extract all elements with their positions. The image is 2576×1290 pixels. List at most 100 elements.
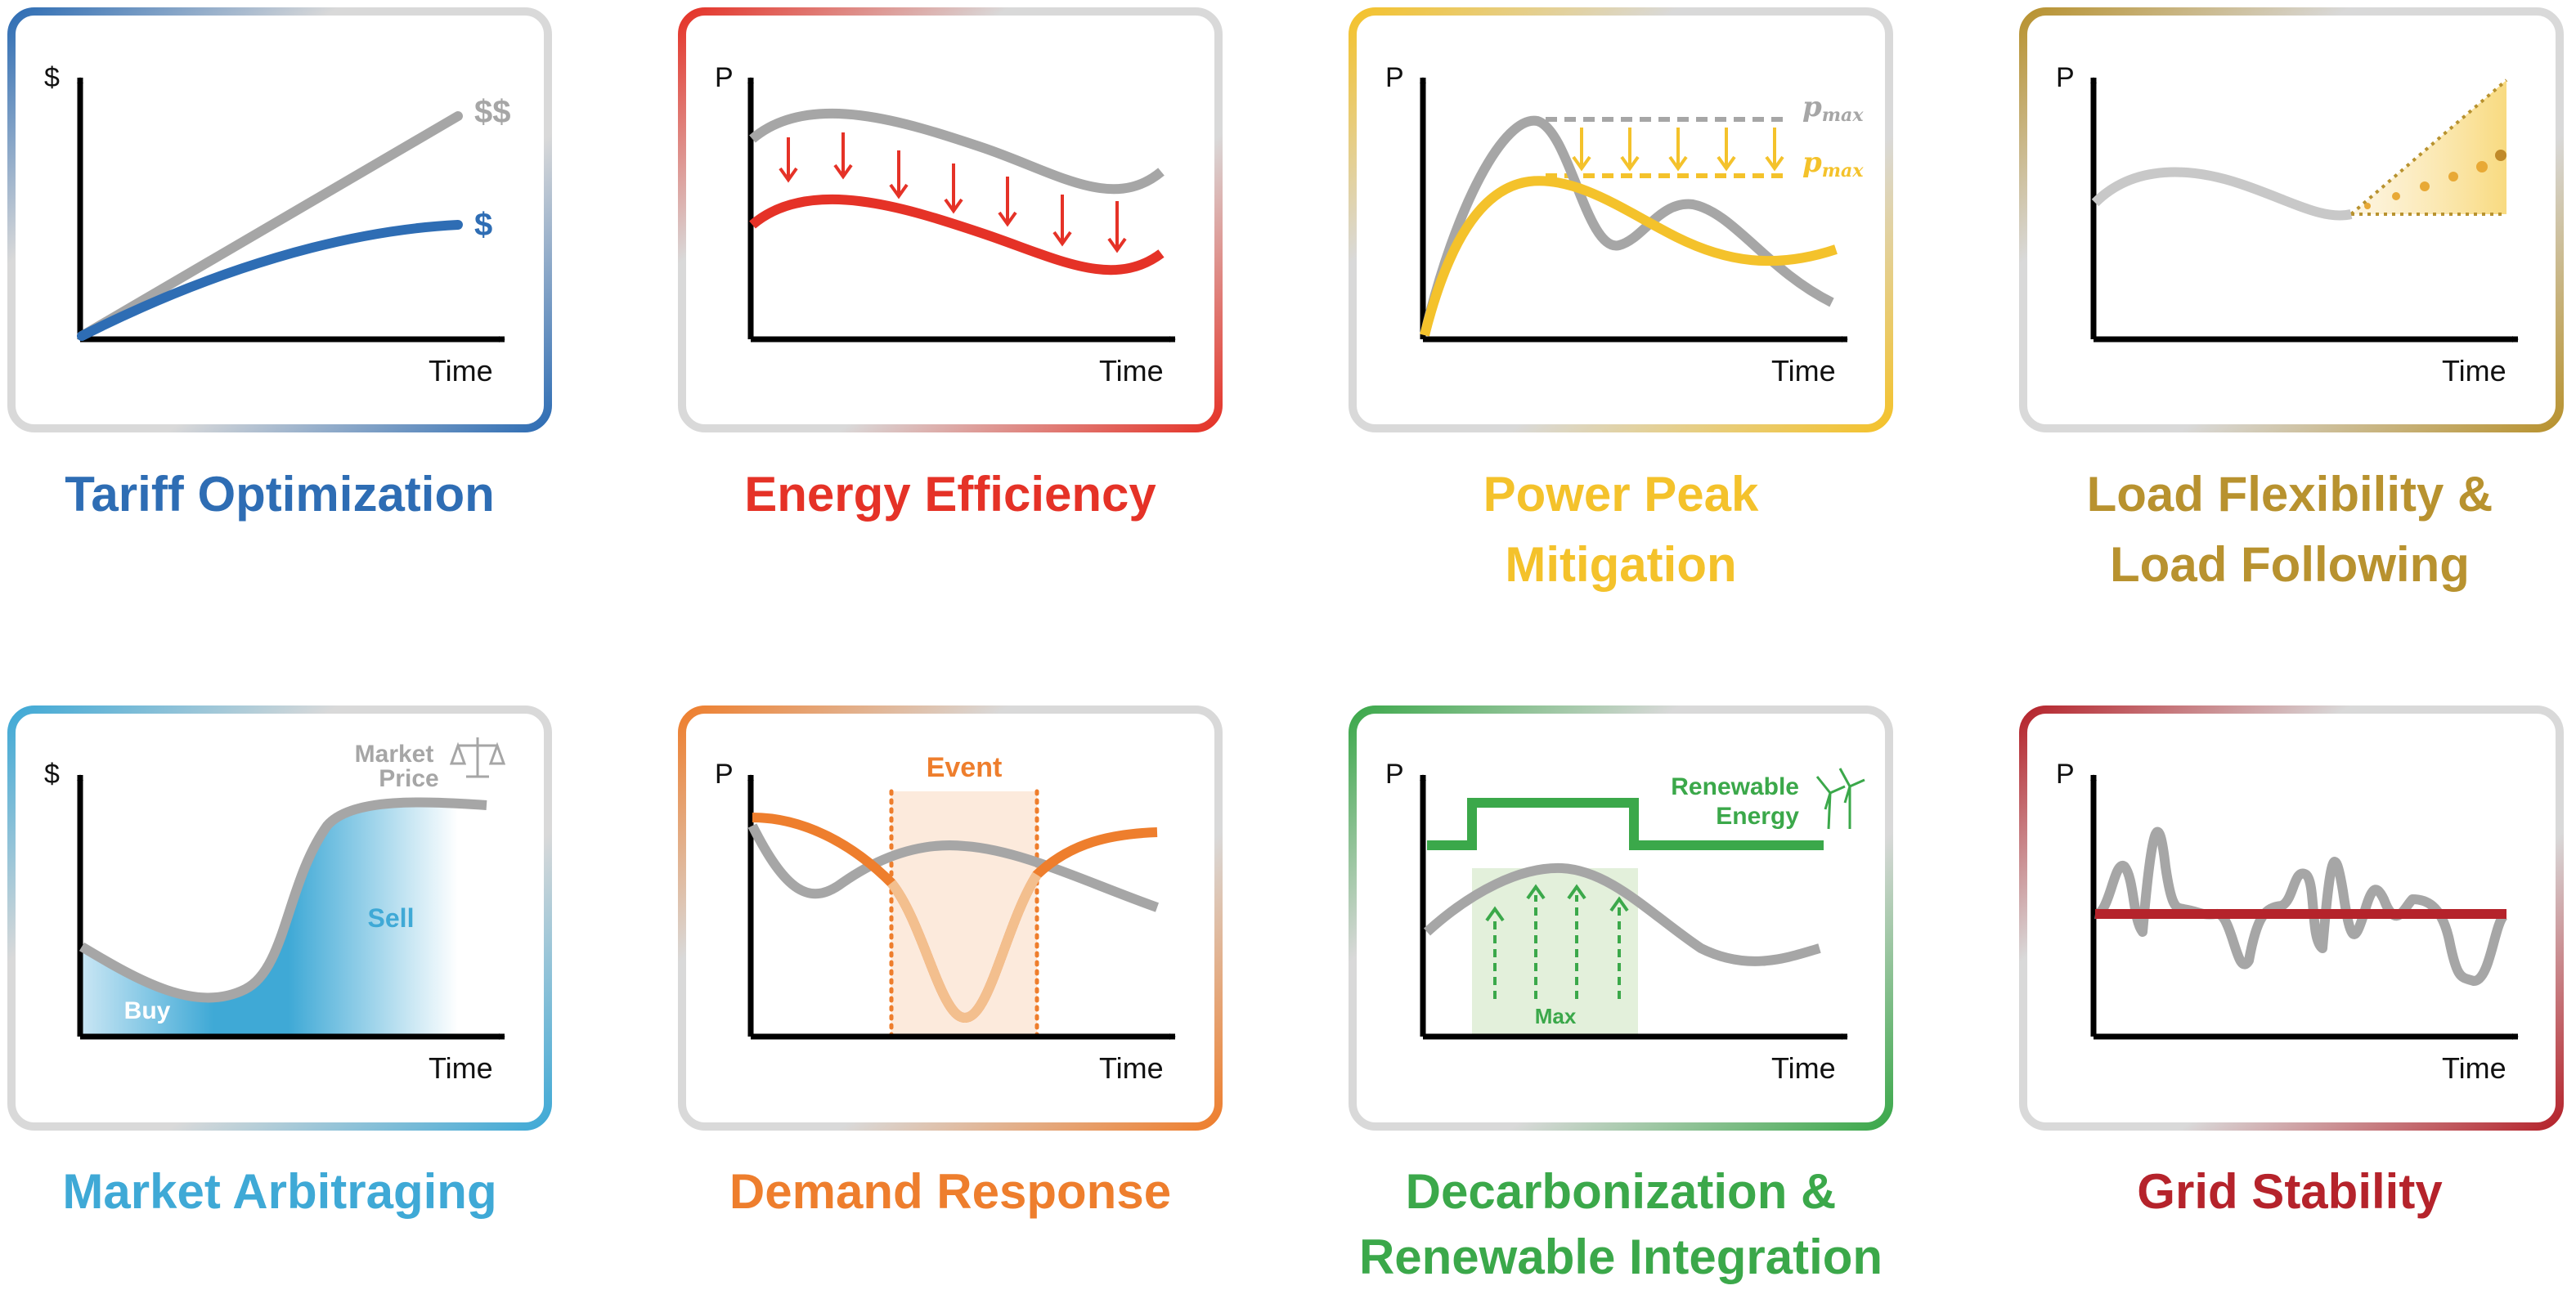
panel-title: Tariff Optimization	[65, 467, 495, 522]
load-curve	[1423, 862, 1821, 966]
pmax-subscript: max	[1822, 160, 1865, 181]
renewable-supply-line	[1427, 798, 1824, 850]
forecast-dot	[2420, 181, 2430, 191]
y-axis-label: P	[715, 759, 734, 790]
market-price-curve	[79, 797, 487, 1003]
buy-label: Buy	[124, 997, 171, 1024]
panel-title: Load Flexibility & Load Following	[2087, 467, 2493, 592]
panel-tariff-optimization: $ Time $$ $ Tariff Optimization	[7, 7, 552, 522]
x-axis-label: Time	[429, 354, 493, 387]
title-line-1: Load Flexibility &	[2087, 467, 2493, 522]
buy-sell-area	[82, 802, 458, 1037]
renewable-label-line-2: Energy	[1716, 803, 1799, 830]
title-line-1: Decarbonization &	[1406, 1164, 1837, 1219]
x-axis-label: Time	[2442, 1051, 2506, 1085]
title-line-1: Power Peak	[1483, 467, 1759, 522]
down-arrow-icon	[998, 177, 1017, 227]
renewable-energy-label: Renewable Energy	[1671, 773, 1799, 830]
reduction-arrows	[779, 132, 1127, 253]
forecast-dot	[2476, 161, 2488, 172]
peak-reduction-arrows	[1572, 128, 1784, 172]
balance-scale-icon	[449, 737, 506, 778]
renewable-label-line-1: Renewable	[1671, 773, 1799, 800]
panel-demand-response: Event P Time Demand Response	[678, 705, 1223, 1219]
panel-power-peak-mitigation: P Time pmax pmax Power Peak Mitigation	[1349, 7, 1893, 592]
panel-market-arbitraging: $ Time Market Price Sell Buy Market Arbit…	[7, 705, 552, 1219]
pmax-original-label: pmax	[1802, 91, 1864, 126]
down-arrow-icon	[779, 137, 798, 183]
x-axis-label: Time	[1099, 1051, 1164, 1085]
down-arrow-icon	[944, 163, 963, 214]
panel-title: Market Arbitraging	[62, 1164, 496, 1219]
series-label-high: $$	[474, 94, 511, 130]
pmax-subscript: max	[1822, 105, 1865, 126]
title-line-2: Mitigation	[1505, 537, 1736, 592]
cone-upper-bound	[2349, 78, 2508, 216]
forecast-dots	[2364, 150, 2506, 209]
pmax-base: p	[1802, 91, 1822, 123]
series-label-low: $	[474, 207, 492, 243]
title-line-2: Renewable Integration	[1359, 1230, 1883, 1284]
panel-title: Grid Stability	[2137, 1164, 2443, 1219]
y-axis-label: P	[2056, 62, 2075, 93]
panel-title: Demand Response	[729, 1164, 1171, 1219]
curtailed-segment	[887, 871, 1042, 1023]
panel-title: Power Peak Mitigation	[1483, 467, 1759, 592]
y-axis-label: P	[1385, 759, 1404, 790]
panel-frame	[7, 7, 552, 432]
down-arrow-icon	[1052, 195, 1072, 247]
y-axis-label: P	[1385, 62, 1404, 93]
x-axis-label: Time	[1099, 354, 1164, 387]
down-arrow-icon	[1620, 128, 1640, 172]
down-arrow-icon	[1668, 128, 1688, 172]
panel-decarbonization: P Time Max Renewable Energy Decarbonizati…	[1349, 705, 1893, 1284]
efficient-consumption-curve	[749, 194, 1165, 275]
baseline-demand-curve	[747, 823, 1159, 912]
original-load-curve	[1420, 115, 1834, 337]
load-curve	[2091, 167, 2353, 221]
down-arrow-icon	[889, 150, 909, 199]
x-axis-label: Time	[2442, 354, 2506, 387]
y-axis-label: $	[44, 759, 60, 790]
arrow-heads	[1485, 884, 1629, 922]
max-label: Max	[1535, 1004, 1577, 1028]
y-axis-label: $	[44, 62, 60, 93]
event-label: Event	[927, 752, 1003, 783]
mitigated-load-curve	[1420, 176, 1838, 337]
market-label-line-1: Market	[355, 741, 434, 768]
high-cost-line	[77, 111, 463, 341]
down-arrow-icon	[1717, 128, 1736, 172]
panel-frame	[7, 705, 552, 1131]
down-arrow-icon	[1765, 128, 1784, 172]
optimized-cost-line	[77, 220, 463, 341]
panel-energy-efficiency: P Time Energy Efficiency	[678, 7, 1223, 522]
down-arrow-icon	[1572, 128, 1591, 172]
max-utilization-zone	[1472, 868, 1638, 1037]
x-axis-label: Time	[1771, 354, 1836, 387]
panel-frame	[2019, 705, 2564, 1131]
panel-grid-stability: P Time Grid Stability	[2019, 705, 2564, 1219]
panel-load-flexibility: P Time Load Flexibility & Load Following	[2019, 7, 2564, 592]
panel-title: Decarbonization & Renewable Integration	[1359, 1164, 1883, 1284]
load-shift-arrows	[1493, 895, 1621, 999]
x-axis-label: Time	[429, 1051, 493, 1085]
panel-title: Energy Efficiency	[744, 467, 1156, 522]
market-label-line-2: Price	[379, 765, 438, 792]
panel-frame	[678, 7, 1223, 432]
panel-frame	[1349, 705, 1893, 1131]
forecast-dot	[2448, 172, 2458, 181]
forecast-dot	[2392, 192, 2400, 200]
y-axis-label: P	[2056, 759, 2075, 790]
pmax-mitigated-label: pmax	[1802, 146, 1864, 181]
title-line-2: Load Following	[2110, 537, 2470, 592]
y-axis-label: P	[715, 62, 734, 93]
x-axis-label: Time	[1771, 1051, 1836, 1085]
baseline-consumption-curve	[749, 108, 1165, 195]
panel-frame	[678, 705, 1223, 1131]
pmax-base: p	[1802, 146, 1822, 179]
forecast-dot	[2495, 150, 2506, 161]
wind-turbine-icon	[1815, 768, 1865, 830]
panel-frame	[1349, 7, 1893, 432]
